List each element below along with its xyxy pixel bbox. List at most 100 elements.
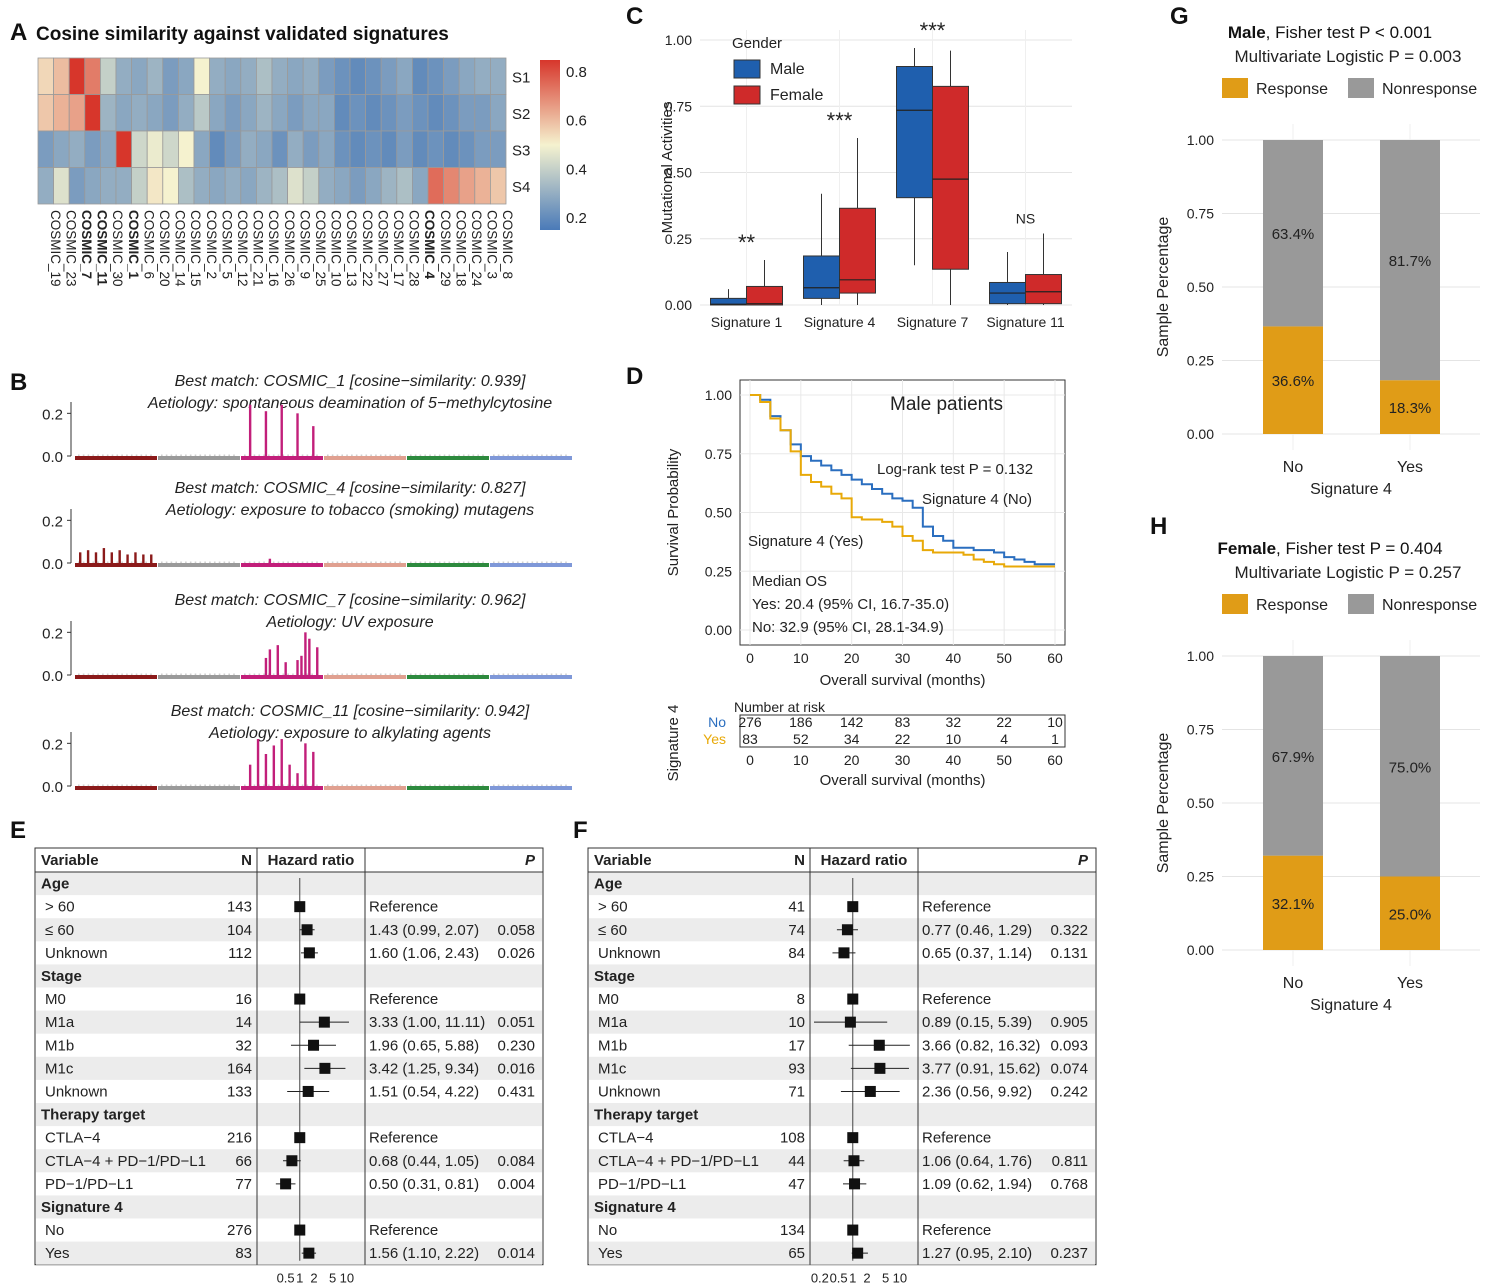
heatmap-cell xyxy=(396,130,413,168)
risk-x-tick-label: 20 xyxy=(844,752,860,768)
colorbar xyxy=(540,60,560,230)
row-n: 112 xyxy=(228,945,252,962)
risk-table-title: Number at risk xyxy=(734,699,826,715)
spectrum-bar xyxy=(331,784,334,786)
spectrum-bar xyxy=(97,673,99,675)
heatmap-column-label: COSMIC_6 xyxy=(141,210,156,279)
spectrum-bar xyxy=(550,784,553,786)
legend-swatch xyxy=(733,59,761,79)
row-n: 32 xyxy=(235,1037,252,1054)
x-tick-label: 20 xyxy=(844,650,860,666)
spectrum-bar xyxy=(507,673,510,675)
spectrum-bar xyxy=(531,454,534,456)
spectrum-bar xyxy=(296,773,299,786)
spectrum-bar xyxy=(493,784,495,786)
spectrum-bar xyxy=(189,784,192,786)
row-n: 133 xyxy=(227,1083,252,1100)
panel-e-forest: Variable N Hazard ratio P Age > 60 143 Referenc… xyxy=(34,847,544,1286)
spectrum-bar xyxy=(272,745,276,786)
row-n: 10 xyxy=(788,1014,805,1031)
row-hr-text: 1.09 (0.62, 1.94) xyxy=(922,1176,1032,1193)
x-tick-label: No xyxy=(1283,975,1304,992)
panel-letter-b: B xyxy=(10,369,27,396)
row-n: 108 xyxy=(780,1130,805,1147)
row-p: 0.431 xyxy=(497,1083,535,1100)
spectrum-bar xyxy=(565,784,567,786)
heatmap-cell xyxy=(224,130,242,168)
heatmap-cell xyxy=(396,167,413,205)
row-stripe xyxy=(36,872,542,896)
heatmap-cell xyxy=(365,57,382,95)
y-tick-label: 0.50 xyxy=(705,505,732,521)
colorbar-tick-label: 0.8 xyxy=(566,64,587,81)
spectrum-bar xyxy=(512,454,514,456)
heatmap-cell xyxy=(255,167,273,205)
heatmap-cell xyxy=(318,130,335,168)
hr-point xyxy=(847,1132,859,1144)
spectrum-bar xyxy=(161,784,163,786)
spectrum-bar xyxy=(311,561,313,563)
spectrum-bar xyxy=(244,561,246,563)
row-hr-text: 0.68 (0.44, 1.05) xyxy=(369,1153,479,1170)
bar-label-nonresponse: 75.0% xyxy=(1389,759,1432,776)
x-tick-label: 60 xyxy=(1047,650,1063,666)
spectrum-bar xyxy=(536,673,538,675)
spectrum-bar xyxy=(394,784,396,786)
spectrum-bar xyxy=(389,454,392,456)
spectrum-bar xyxy=(282,561,285,563)
spectrum-bar xyxy=(477,454,479,456)
y-tick-label: 0.00 xyxy=(705,622,732,638)
spectrum-bar xyxy=(263,673,265,675)
panel-f-forest: Variable N Hazard ratio P Age > 60 41 Reference… xyxy=(587,847,1097,1286)
y-tick-label: 0.50 xyxy=(1187,279,1214,295)
row-p: 0.237 xyxy=(1050,1245,1088,1262)
spectrum-bar xyxy=(121,454,123,456)
heatmap-cell xyxy=(37,57,55,95)
spectrum-bar xyxy=(218,673,221,675)
y-tick-label: 0.75 xyxy=(1187,206,1214,222)
spectrum-bar xyxy=(268,558,272,563)
spectrum-bar xyxy=(87,454,90,456)
spectrum-bar xyxy=(555,673,558,675)
spectrum-bar xyxy=(541,561,543,563)
row-stripe xyxy=(589,1149,1095,1173)
heatmap-column-label: COSMIC_27 xyxy=(375,210,390,287)
spectrum-bar xyxy=(536,784,538,786)
spectrum-bar xyxy=(327,454,329,456)
spectrum-bar xyxy=(462,784,465,786)
spectrum-bar xyxy=(86,550,90,563)
heatmap-cell xyxy=(162,130,179,168)
row-p: 0.004 xyxy=(497,1176,535,1193)
row-label: Yes xyxy=(598,1245,622,1262)
spectrum-bar xyxy=(351,454,353,456)
spectrum-bar xyxy=(434,454,436,456)
heatmap-cell xyxy=(287,167,304,205)
heatmap-cell xyxy=(443,130,460,168)
spectrum-bar xyxy=(145,673,147,675)
forest-frame xyxy=(587,847,1097,1266)
row-n: 65 xyxy=(788,1245,805,1262)
hr-point xyxy=(847,1224,859,1236)
spectrum-bar xyxy=(223,561,226,563)
heatmap-column-label: COSMIC_3 xyxy=(485,210,500,279)
spectrum-bar xyxy=(199,454,202,456)
heatmap-cell xyxy=(162,167,179,205)
spectrum-bar xyxy=(175,454,178,456)
spectrum-bar xyxy=(458,784,460,786)
heatmap-column-label: COSMIC_9 xyxy=(297,210,312,279)
spectrum-bar xyxy=(394,454,396,456)
risk-count-no: 186 xyxy=(789,714,813,730)
signature-match-title: Best match: COSMIC_7 [cosine−similarity:… xyxy=(175,592,526,609)
y-tick-label: 1.00 xyxy=(1187,648,1214,664)
y-tick-label: 0.0 xyxy=(42,668,63,685)
bar-title: Female, Fisher test P = 0.404 xyxy=(1217,539,1442,558)
bar-subtitle: Multivariate Logistic P = 0.003 xyxy=(1235,47,1462,66)
row-label: Unknown xyxy=(45,1083,108,1100)
row-label: M1a xyxy=(598,1014,628,1031)
x-tick-label: Yes xyxy=(1397,975,1423,992)
hr-point xyxy=(852,1247,864,1259)
risk-table-box xyxy=(739,714,1066,748)
spectrum-bar xyxy=(199,561,202,563)
spectrum-bar xyxy=(185,784,187,786)
heatmap-cell xyxy=(162,57,179,95)
